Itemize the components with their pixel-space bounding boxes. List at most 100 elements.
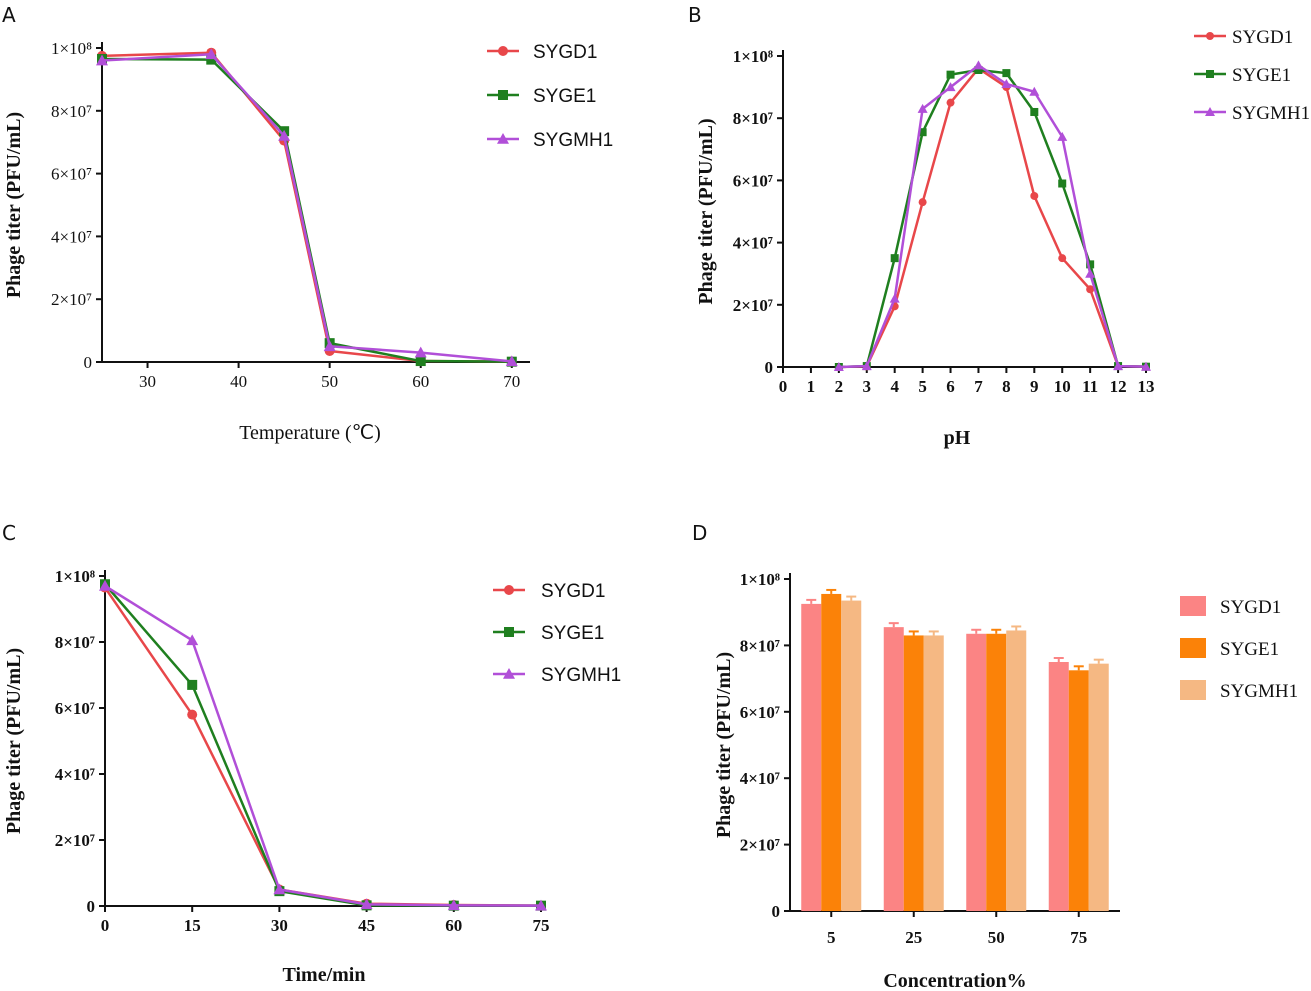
legend-marker-syge1 <box>504 627 514 637</box>
x-tick-label: 30 <box>271 916 288 935</box>
data-point-sygmh1 <box>273 883 286 895</box>
y-tick-label: 6×10⁷ <box>51 165 92 184</box>
x-tick-label: 40 <box>230 372 247 391</box>
legend-label-sygmh1: SYGMH1 <box>533 130 613 151</box>
x-tick-label: 10 <box>1054 377 1071 396</box>
data-point-sygmh1 <box>278 129 291 141</box>
bar-syge1-75 <box>1068 670 1089 911</box>
bar-sygd1-50 <box>966 633 987 911</box>
panel-letter-c: C <box>2 521 16 545</box>
data-point-sygmh1 <box>1029 86 1040 96</box>
data-point-sygmh1 <box>186 634 199 646</box>
data-point-sygmh1 <box>917 103 928 113</box>
x-tick-label: 12 <box>1110 377 1127 396</box>
panel-a-temperature-chart: 0 2×10⁷ 4×10⁷ 6×10⁷ 8×10⁷ 1×10⁸ Phage titer (P… <box>3 39 613 444</box>
y-tick-label: 4×10⁷ <box>733 234 773 253</box>
data-point-sygmh1 <box>889 293 900 303</box>
y-tick-label: 4×10⁷ <box>740 769 780 788</box>
legend-marker-sygd1 <box>504 585 514 595</box>
panel-d-concentration-chart: 0 2×10⁷ 4×10⁷ 6×10⁷ 8×10⁷ 1×10⁸ Phage titer (P… <box>713 570 1298 991</box>
data-point-syge1 <box>890 254 899 263</box>
y-tick-label: 8×10⁷ <box>51 102 92 121</box>
panel-letter-a: A <box>2 3 16 27</box>
x-tick-label: 7 <box>974 377 983 396</box>
bar-syge1-5 <box>821 593 842 911</box>
series-line-sygd1 <box>101 51 512 363</box>
data-point-syge1 <box>918 128 927 137</box>
x-tick-label: 30 <box>139 372 156 391</box>
y-axis-title: Phage titer (PFU/mL) <box>3 112 25 298</box>
y-tick-label: 8×10⁷ <box>55 633 95 652</box>
bar-sygd1-25 <box>883 627 904 911</box>
data-point-sygd1 <box>1058 254 1067 263</box>
data-point-syge1 <box>206 54 217 65</box>
legend-label-syge1: SYGE1 <box>1232 65 1291 86</box>
x-tick-label: 60 <box>412 372 429 391</box>
series-line-sygmh1 <box>101 53 512 363</box>
x-tick-label: 0 <box>101 916 110 935</box>
legend-label-sygd1: SYGD1 <box>541 581 605 602</box>
x-tick-label: 75 <box>1070 928 1087 947</box>
data-point-sygmh1 <box>96 54 108 66</box>
data-point-syge1 <box>1058 179 1067 188</box>
x-tick-label: 50 <box>321 372 338 391</box>
data-point-syge1 <box>974 65 983 74</box>
legend-label-syge1: SYGE1 <box>1220 639 1279 660</box>
legend-marker-sygmh1 <box>503 668 515 679</box>
y-tick-label: 2×10⁷ <box>733 296 773 315</box>
legend-label-sygmh1: SYGMH1 <box>541 665 621 686</box>
legend-marker-sygd1 <box>1206 32 1214 40</box>
legend-label-sygd1: SYGD1 <box>533 42 597 63</box>
series-line-sygmh1 <box>838 64 1147 369</box>
y-tick-label: 0 <box>772 902 781 921</box>
panel-letter-b: B <box>688 3 702 27</box>
series-line-syge1 <box>104 583 541 907</box>
x-tick-label: 6 <box>946 377 955 396</box>
x-axis-title: Time/min <box>283 964 366 986</box>
bar-sygd1-75 <box>1048 662 1069 911</box>
bar-syge1-50 <box>986 633 1007 911</box>
data-point-syge1 <box>946 70 955 79</box>
x-tick-label: 8 <box>1002 377 1011 396</box>
data-point-sygmh1 <box>205 48 218 60</box>
legend-label-sygd1: SYGD1 <box>1232 27 1293 48</box>
x-tick-label: 3 <box>863 377 872 396</box>
data-point-sygd1 <box>918 198 927 207</box>
x-axis-title: Concentration% <box>883 970 1026 991</box>
legend-label-sygd1: SYGD1 <box>1220 597 1281 618</box>
bar-sygmh1-5 <box>841 600 862 911</box>
y-axis-title: Phage titer (PFU/mL) <box>713 652 735 838</box>
x-tick-label: 60 <box>445 916 462 935</box>
data-point-sygd1 <box>1086 285 1095 294</box>
bar-sygmh1-50 <box>1006 630 1027 911</box>
data-point-syge1 <box>1086 260 1095 269</box>
data-point-syge1 <box>187 679 198 690</box>
bar-sygd1-5 <box>801 603 822 911</box>
legend-marker-syge1 <box>498 90 508 100</box>
data-point-sygmh1 <box>414 346 427 358</box>
data-point-sygmh1 <box>1141 361 1151 371</box>
legend-label-sygmh1: SYGMH1 <box>1232 103 1310 124</box>
data-point-sygmh1 <box>99 579 111 591</box>
data-point-sygd1 <box>1030 191 1039 200</box>
data-point-sygmh1 <box>535 899 547 911</box>
data-point-sygmh1 <box>861 361 872 371</box>
y-tick-label: 1×10⁸ <box>51 39 92 58</box>
data-point-sygmh1 <box>833 362 844 371</box>
y-tick-label: 8×10⁷ <box>733 109 773 128</box>
y-tick-label: 2×10⁷ <box>51 290 92 309</box>
y-tick-label: 6×10⁷ <box>55 699 95 718</box>
x-tick-label: 75 <box>533 916 550 935</box>
y-tick-label: 0 <box>765 358 774 377</box>
data-point-sygmh1 <box>360 898 373 910</box>
x-tick-label: 70 <box>503 372 520 391</box>
x-tick-label: 13 <box>1138 377 1155 396</box>
x-tick-label: 50 <box>988 928 1005 947</box>
y-tick-label: 0 <box>87 897 96 916</box>
y-axis-title: Phage titer (PFU/mL) <box>695 118 717 304</box>
series-line-sygd1 <box>838 67 1147 369</box>
y-tick-label: 2×10⁷ <box>740 836 780 855</box>
x-axis-title: pH <box>944 427 971 449</box>
y-tick-label: 4×10⁷ <box>55 765 95 784</box>
